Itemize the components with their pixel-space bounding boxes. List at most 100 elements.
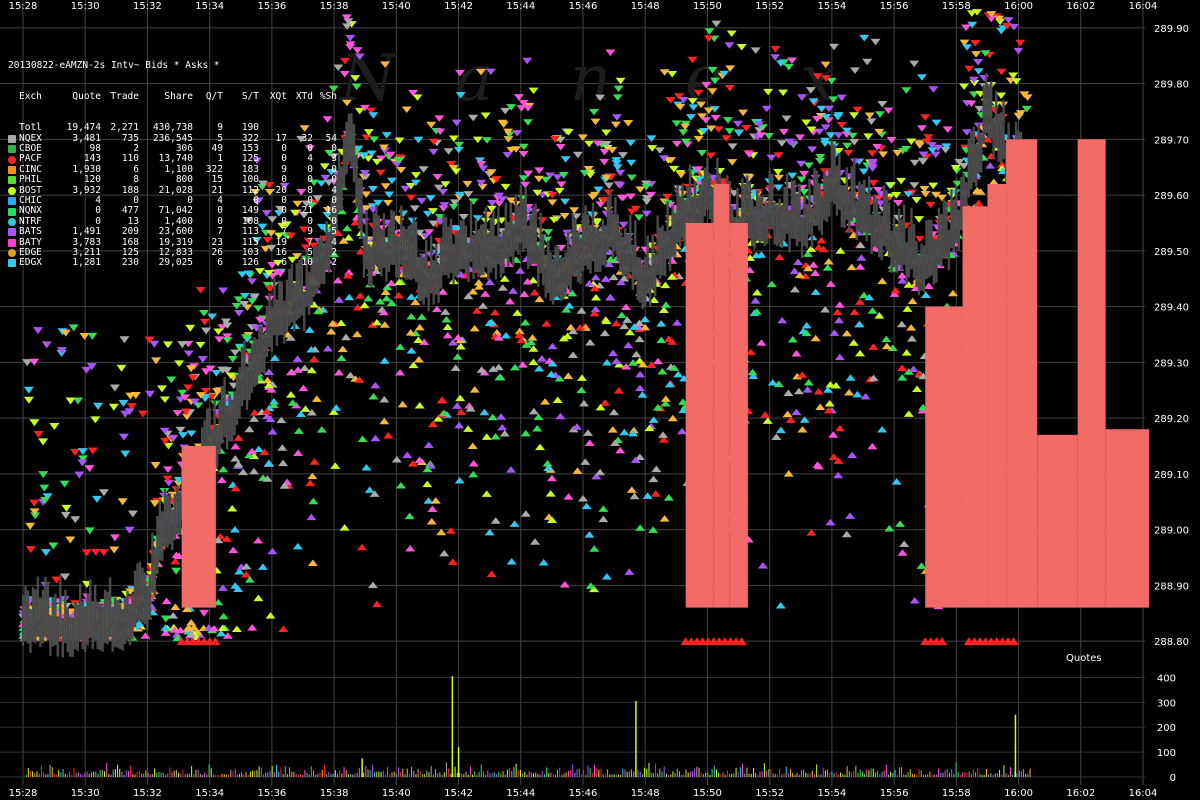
quote-marker <box>899 540 910 548</box>
table-cell: 0 <box>331 163 337 175</box>
quote-marker <box>761 105 772 113</box>
quote-marker <box>883 107 894 115</box>
quote-marker <box>217 584 228 591</box>
quote-marker <box>453 333 464 341</box>
quote-marker <box>352 47 363 54</box>
quote-marker <box>926 142 937 149</box>
quote-marker <box>911 196 922 204</box>
quote-marker <box>629 492 640 500</box>
quote-marker <box>486 570 497 577</box>
quote-marker <box>439 202 450 209</box>
x-tick-label-bottom: 15:48 <box>631 788 660 799</box>
quote-marker <box>309 458 320 465</box>
quote-marker <box>180 408 191 416</box>
quote-marker <box>959 39 970 47</box>
quote-marker <box>909 596 920 604</box>
table-cell: 15 <box>211 174 223 186</box>
quote-marker <box>211 370 222 377</box>
exchange-marker-icon <box>8 249 16 258</box>
table-cell: 0 <box>307 215 313 227</box>
quote-marker <box>408 89 419 97</box>
quote-marker <box>906 324 917 331</box>
quote-marker <box>336 319 347 326</box>
x-tick-label-top: 15:48 <box>631 1 660 12</box>
quote-marker <box>299 125 310 132</box>
table-cell: 3,932 <box>72 184 101 196</box>
quote-marker <box>810 288 821 296</box>
quote-marker <box>834 424 845 432</box>
quote-marker <box>118 433 129 441</box>
quote-marker <box>227 356 238 363</box>
quote-marker <box>70 516 81 524</box>
quote-marker <box>801 329 812 337</box>
quote-marker <box>824 105 835 113</box>
quote-marker <box>868 374 879 382</box>
quote-marker <box>412 94 423 101</box>
quote-marker <box>200 387 211 395</box>
quote-marker <box>512 309 523 316</box>
quote-marker <box>455 92 466 99</box>
quote-marker <box>296 135 307 143</box>
quote-marker <box>589 108 600 116</box>
quote-marker <box>406 293 417 300</box>
quote-marker <box>481 433 492 440</box>
quote-marker <box>867 165 878 172</box>
quote-marker <box>599 329 610 337</box>
quote-marker <box>359 152 370 159</box>
quote-marker <box>696 101 707 109</box>
quote-marker <box>919 185 930 193</box>
quote-marker <box>815 153 826 161</box>
table-cell: 21,028 <box>158 184 193 196</box>
quote-marker <box>177 389 188 397</box>
quote-marker <box>414 401 425 409</box>
quote-marker <box>269 354 280 362</box>
quote-marker <box>456 408 467 416</box>
quote-marker <box>964 65 975 73</box>
quote-marker <box>433 415 444 422</box>
quote-marker <box>608 349 619 357</box>
quote-marker <box>537 217 548 224</box>
quote-marker <box>65 536 76 544</box>
quote-marker <box>425 195 436 202</box>
quote-marker <box>324 149 335 157</box>
quote-marker <box>676 171 687 179</box>
quote-marker <box>91 495 102 503</box>
quote-marker <box>241 334 252 341</box>
quote-marker <box>874 194 885 202</box>
quote-marker <box>546 474 557 482</box>
quote-marker <box>874 312 885 319</box>
quote-marker <box>181 605 192 613</box>
quote-marker <box>854 298 865 305</box>
quote-marker <box>279 482 290 489</box>
quote-marker <box>394 278 405 286</box>
quote-marker <box>610 439 621 447</box>
quote-marker <box>680 123 691 131</box>
x-tick-label-bottom: 15:34 <box>195 788 224 799</box>
quote-marker <box>518 143 529 151</box>
quote-marker <box>813 243 824 251</box>
quote-marker <box>375 169 386 177</box>
x-tick-label-top: 15:30 <box>71 1 100 12</box>
quote-marker <box>328 85 339 93</box>
quote-marker <box>354 107 365 115</box>
quote-marker <box>660 395 671 402</box>
quote-marker <box>330 462 341 469</box>
quote-marker <box>878 151 889 158</box>
quote-marker <box>177 341 188 349</box>
quote-marker <box>521 341 532 348</box>
quote-marker <box>195 392 206 399</box>
quote-marker <box>822 264 833 271</box>
quote-marker <box>847 132 858 140</box>
quote-marker <box>568 327 579 335</box>
quote-marker <box>584 279 595 287</box>
quote-marker <box>157 385 168 393</box>
quote-marker <box>420 233 431 240</box>
quote-marker <box>359 104 370 112</box>
quote-marker <box>476 160 487 168</box>
quote-marker <box>295 410 306 418</box>
quote-marker <box>821 75 832 82</box>
volume-tick-label: 0 <box>1170 773 1176 784</box>
quote-marker <box>801 119 812 127</box>
quote-marker <box>396 166 407 174</box>
quote-marker <box>985 162 996 169</box>
